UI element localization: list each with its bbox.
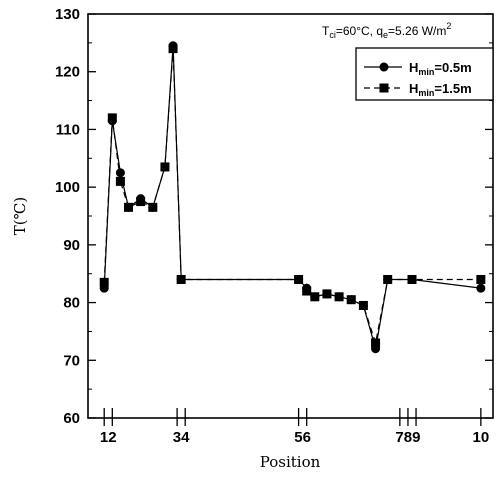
y-tick-label: 80 [63,295,80,312]
x-tick-label: 789 [395,429,420,446]
y-tick-label: 70 [63,352,80,369]
legend-marker-series-1 [379,62,389,72]
data-point-series-2 [358,300,368,310]
legend: Hmin=0.5m Hmin=1.5m [355,47,494,101]
y-tick-label: 130 [55,6,80,23]
data-point-series-2 [334,292,344,302]
y-tick-label: 100 [55,179,80,196]
data-point-series-1 [476,283,486,293]
data-point-series-2 [136,197,146,207]
data-point-series-2 [383,274,393,284]
data-point-series-2 [371,338,381,348]
x-axis-label: Position [260,453,321,471]
x-tick-label: 12 [100,429,117,446]
data-point-series-2 [176,274,186,284]
legend-entry-series-1: Hmin=0.5m [364,60,472,77]
x-tick-label: 34 [173,429,190,446]
data-point-series-2 [168,44,178,54]
data-point-series-2 [476,274,486,284]
data-point-series-2 [310,292,320,302]
y-axis-ticks: 60 70 80 90 100 110 120 130 [55,6,493,427]
y-tick-label: 110 [56,121,80,138]
data-point-series-2 [124,202,133,212]
y-axis-label: T(℃) [11,197,29,236]
legend-label-series-1: Hmin=0.5m [409,60,472,77]
data-point-series-2 [322,289,332,299]
data-point-series-1 [115,168,125,178]
chart-annotation: Tci=60°C, qe=5.26 W/m2 [322,21,451,40]
series-layer [99,41,486,354]
y-tick-label: 60 [63,410,80,427]
data-point-series-2 [294,274,304,284]
data-point-series-2 [302,286,312,296]
legend-entry-series-2: Hmin=1.5m [364,81,472,98]
legend-marker-series-2 [379,83,389,93]
y-tick-label: 120 [55,64,80,81]
data-point-series-2 [99,277,109,287]
data-point-series-2 [115,176,125,186]
legend-box [355,47,494,101]
data-point-series-2 [407,274,417,284]
data-point-series-2 [346,295,356,305]
x-tick-label: 10 [473,429,490,446]
legend-label-series-2: Hmin=1.5m [409,81,472,98]
data-point-series-2 [148,202,158,212]
data-point-series-2 [107,113,117,123]
y-tick-label: 90 [63,237,80,254]
x-tick-label: 56 [294,429,311,446]
x-axis-ticks: 12 34 56 789 10 [100,408,489,446]
data-point-series-2 [160,162,170,172]
